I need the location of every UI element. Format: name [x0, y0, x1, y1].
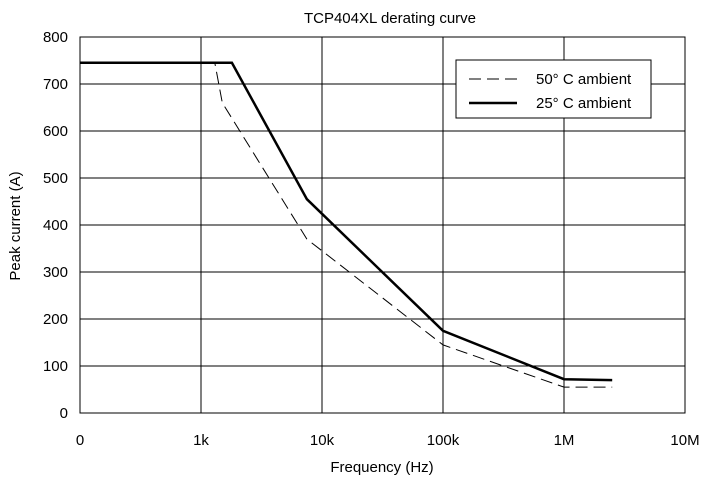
y-tick-label: 200	[43, 311, 68, 328]
tick-labels: 0 100 200 300 400 500 600 700 800 0 1k 10k 100k 1M 10M	[43, 29, 700, 449]
x-tick-label: 0	[76, 432, 84, 449]
y-tick-label: 500	[43, 170, 68, 187]
legend: 50° C ambient 25° C ambient	[455, 59, 652, 119]
x-tick-label: 1M	[554, 432, 575, 449]
y-tick-label: 300	[43, 264, 68, 281]
y-tick-label: 0	[60, 405, 68, 422]
chart-title: TCP404XL derating curve	[304, 10, 476, 27]
y-tick-label: 700	[43, 76, 68, 93]
x-axis-label: Frequency (Hz)	[330, 459, 433, 476]
legend-label-25c: 25° C ambient	[536, 95, 632, 112]
x-tick-label: 100k	[427, 432, 460, 449]
series-25c-ambient-line	[80, 61, 613, 382]
y-tick-label: 600	[43, 123, 68, 140]
plot-area-border	[79, 36, 686, 414]
y-axis-label: Peak current (A)	[7, 171, 24, 280]
y-tick-label: 400	[43, 217, 68, 234]
legend-label-50c: 50° C ambient	[536, 71, 632, 88]
x-tick-label: 10k	[310, 432, 335, 449]
y-tick-label: 100	[43, 358, 68, 375]
y-tick-label: 800	[43, 29, 68, 46]
x-tick-label: 10M	[670, 432, 699, 449]
series-lines	[80, 61, 613, 388]
x-tick-label: 1k	[193, 432, 209, 449]
legend-box	[455, 59, 652, 119]
